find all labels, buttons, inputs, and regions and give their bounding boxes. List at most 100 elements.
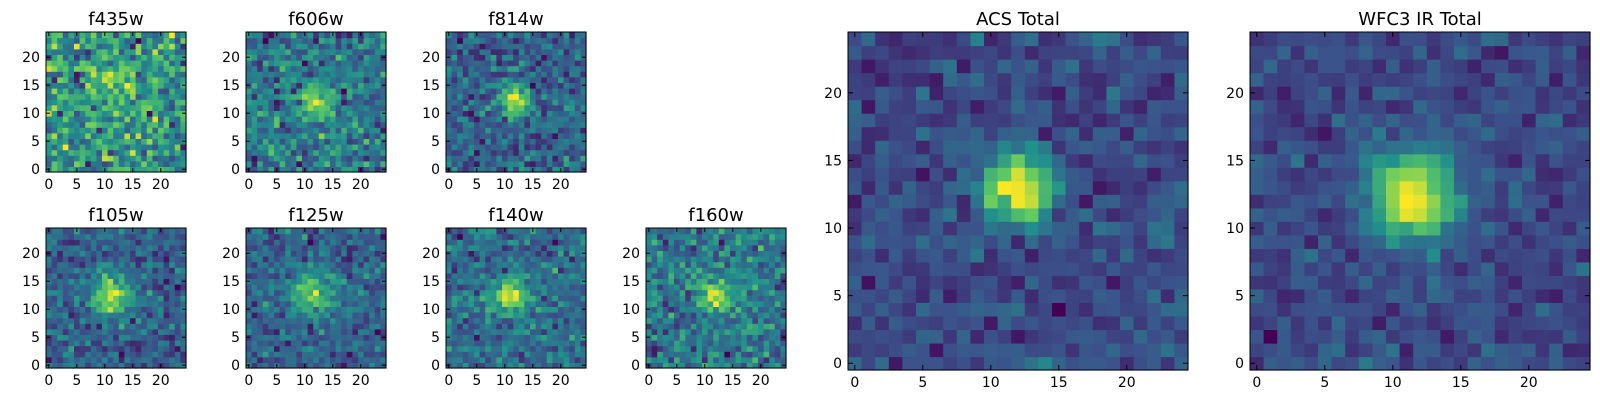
heatmap-cell xyxy=(574,334,581,341)
heatmap-cell xyxy=(1092,207,1107,222)
heatmap-cell xyxy=(296,267,303,274)
heatmap-cell xyxy=(74,60,81,67)
heatmap-cell xyxy=(490,356,497,363)
y-tick-label: 20 xyxy=(422,246,440,262)
heatmap-cell xyxy=(341,284,348,291)
heatmap-cell xyxy=(358,233,365,240)
heatmap-cell xyxy=(318,37,325,44)
heatmap-cell xyxy=(296,284,303,291)
heatmap-cell xyxy=(730,278,737,285)
heatmap-cell xyxy=(468,121,475,128)
heatmap-cell xyxy=(446,328,453,335)
heatmap-cell xyxy=(169,43,176,50)
heatmap-cell xyxy=(1160,167,1175,182)
heatmap-cell xyxy=(113,328,120,335)
heatmap-cell xyxy=(662,295,669,302)
heatmap-cell xyxy=(679,345,686,352)
heatmap-cell xyxy=(118,284,125,291)
heatmap-cell xyxy=(902,356,917,371)
heatmap-cell xyxy=(718,295,725,302)
heatmap-cell xyxy=(662,289,669,296)
heatmap-cell xyxy=(468,295,475,302)
axes-frame xyxy=(245,31,387,173)
heatmap-cell xyxy=(690,295,697,302)
heatmap-cell xyxy=(374,104,381,111)
heatmap-cell xyxy=(130,256,137,263)
heatmap-cell xyxy=(662,244,669,251)
heatmap-cell xyxy=(313,295,320,302)
heatmap-cell xyxy=(274,351,281,358)
heatmap-cell xyxy=(875,167,890,182)
heatmap-cell xyxy=(324,110,331,117)
heatmap-cell xyxy=(369,54,376,61)
heatmap-cell xyxy=(502,256,509,263)
heatmap-cell xyxy=(462,160,469,167)
heatmap-cell xyxy=(352,138,359,145)
heatmap-cell xyxy=(741,362,748,369)
heatmap-cell xyxy=(341,267,348,274)
heatmap-cell xyxy=(85,351,92,358)
heatmap-cell xyxy=(307,149,314,156)
heatmap-cell xyxy=(713,300,720,307)
heatmap-cell xyxy=(479,345,486,352)
heatmap-cell xyxy=(62,121,69,128)
heatmap-cell xyxy=(541,239,548,246)
heatmap-cell xyxy=(118,166,125,173)
heatmap-cell xyxy=(68,82,75,89)
heatmap-cell xyxy=(96,104,103,111)
heatmap-cell xyxy=(302,93,309,100)
heatmap-cell xyxy=(662,267,669,274)
heatmap-cell xyxy=(318,334,325,341)
heatmap-cell xyxy=(141,272,148,279)
heatmap-cell xyxy=(707,284,714,291)
heatmap-cell xyxy=(580,144,587,151)
heatmap-cell xyxy=(513,104,520,111)
heatmap-cell xyxy=(507,278,514,285)
heatmap-cell xyxy=(507,272,514,279)
heatmap-cell xyxy=(496,149,503,156)
heatmap-cell xyxy=(313,88,320,95)
heatmap-cell xyxy=(152,43,159,50)
heatmap-cell xyxy=(552,323,559,330)
heatmap-cell xyxy=(358,104,365,111)
heatmap-cell xyxy=(174,300,181,307)
heatmap-cell xyxy=(485,65,492,72)
heatmap-cell xyxy=(124,37,131,44)
heatmap-cell xyxy=(51,166,58,173)
heatmap-cell xyxy=(970,167,985,182)
heatmap-cell xyxy=(916,167,931,182)
heatmap-cell xyxy=(124,306,131,313)
heatmap-cell xyxy=(718,323,725,330)
heatmap-cell xyxy=(657,334,664,341)
heatmap-cell xyxy=(68,284,75,291)
heatmap-cell xyxy=(107,93,114,100)
heatmap-cell xyxy=(569,362,576,369)
heatmap-cell xyxy=(468,244,475,251)
heatmap-cell xyxy=(502,82,509,89)
heatmap-cell xyxy=(446,121,453,128)
heatmap-cell xyxy=(307,340,314,347)
heatmap-cell xyxy=(318,300,325,307)
heatmap-cell xyxy=(102,317,109,324)
heatmap-cell xyxy=(169,300,176,307)
heatmap-cell xyxy=(141,256,148,263)
heatmap-cell xyxy=(169,138,176,145)
heatmap-cell xyxy=(997,288,1012,303)
heatmap-cell xyxy=(485,138,492,145)
heatmap-cell xyxy=(68,250,75,257)
heatmap-cell xyxy=(507,256,514,263)
heatmap-cell xyxy=(346,300,353,307)
heatmap-cell xyxy=(346,312,353,319)
heatmap-cell xyxy=(324,149,331,156)
heatmap-cell xyxy=(346,104,353,111)
heatmap-cell xyxy=(51,155,58,162)
heatmap-cell xyxy=(730,284,737,291)
heatmap-cell xyxy=(502,132,509,139)
heatmap-cell xyxy=(730,289,737,296)
heatmap-cell xyxy=(374,306,381,313)
heatmap-cell xyxy=(141,149,148,156)
heatmap-cell xyxy=(85,278,92,285)
heatmap-cell xyxy=(268,48,275,55)
heatmap-cell xyxy=(696,312,703,319)
heatmap-cell xyxy=(102,250,109,257)
